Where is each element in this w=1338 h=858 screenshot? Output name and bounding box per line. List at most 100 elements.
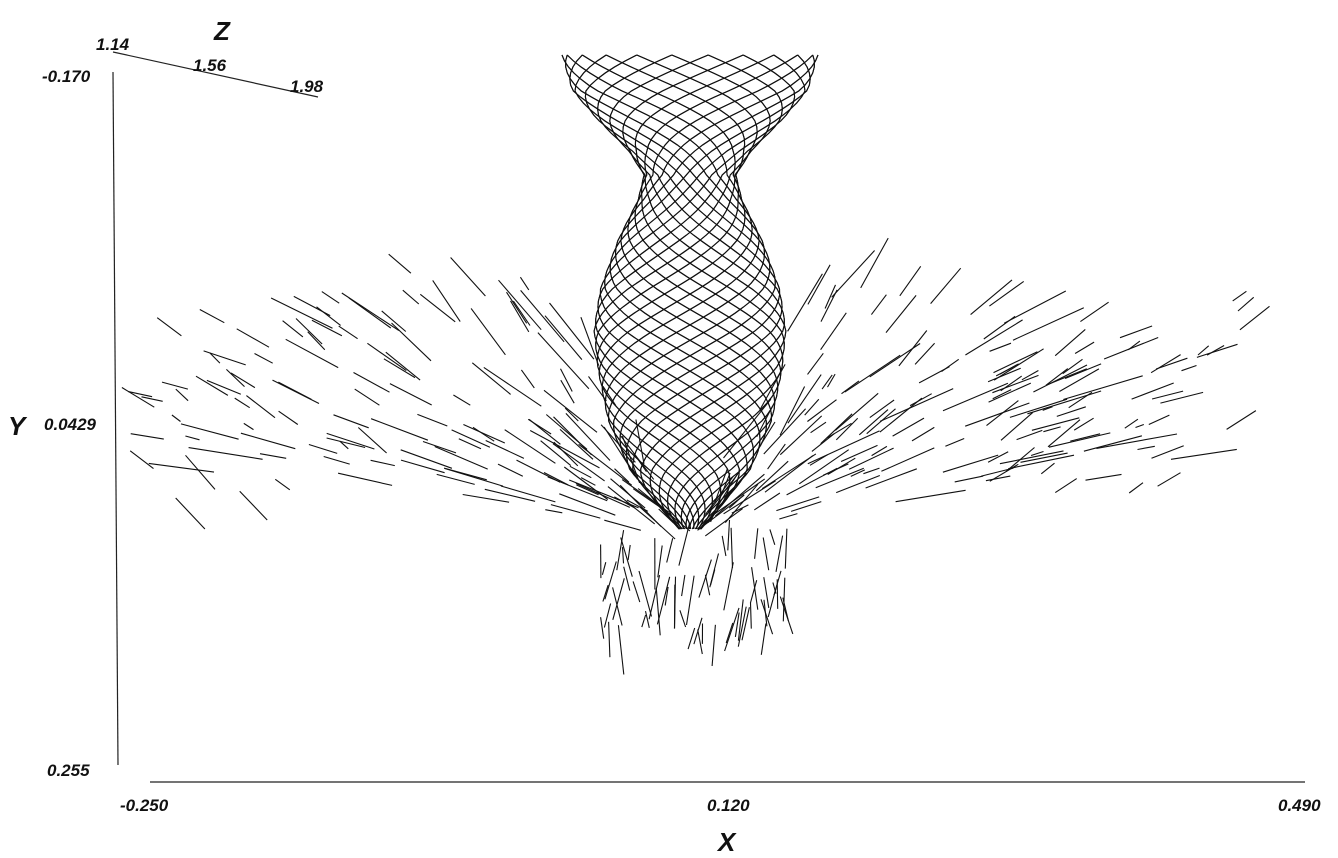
spray-streak (860, 237, 889, 289)
spray-streak (188, 447, 263, 460)
spray-streak (1045, 368, 1069, 386)
spray-streak (1096, 433, 1178, 449)
spray-streak (965, 402, 1030, 427)
spray-streak (848, 447, 894, 470)
spray-streak (779, 513, 798, 520)
spray-streak (321, 291, 340, 304)
spray-streak (983, 315, 1016, 340)
spray-streak (764, 455, 814, 493)
spray-streak (1056, 406, 1086, 417)
spray-streak (545, 414, 588, 450)
spray-streak (724, 483, 759, 523)
spray-streak (472, 426, 495, 442)
spray-streak (462, 493, 510, 503)
spray-streak (697, 629, 703, 655)
spray-streak (827, 457, 856, 475)
x-tick-label: -0.250 (120, 796, 169, 815)
spray-streak (1005, 447, 1035, 472)
spray-streak (779, 386, 806, 436)
wireframe-line (595, 54, 771, 530)
spray-streak (621, 547, 625, 564)
spray-streak (400, 449, 453, 469)
spray-streak (723, 562, 734, 611)
spray-streak (171, 414, 181, 422)
spray-streak (529, 430, 600, 469)
spray-streak (954, 475, 984, 483)
spray-streak (471, 362, 511, 395)
spray-streak (537, 332, 590, 390)
spray-streak (402, 289, 420, 305)
spray-streak (600, 617, 605, 639)
spray-streak (381, 310, 407, 332)
wireframe-line (622, 54, 787, 530)
spray-streak (992, 389, 1012, 400)
wireframe-line (597, 54, 783, 530)
spray-streak (723, 480, 776, 515)
spray-streak (432, 280, 461, 322)
spray-streak (254, 353, 273, 364)
spray-streak (824, 284, 837, 309)
spray-streak (858, 409, 889, 436)
spray-streak (835, 392, 879, 431)
spray-streak (1135, 423, 1144, 429)
spray-streak (749, 602, 752, 629)
spray-streak (185, 454, 216, 490)
spray-streak (1128, 482, 1144, 494)
spray-streak (295, 318, 323, 345)
spray-streak (569, 465, 592, 479)
spray-streak (620, 537, 633, 577)
spray-streak (627, 544, 631, 561)
spray-streak (1232, 290, 1247, 302)
spray-streak (827, 373, 836, 388)
spray-streak (776, 496, 820, 512)
spray-streak (370, 418, 429, 441)
spray-streak (1127, 340, 1141, 351)
spray-streak (602, 385, 617, 406)
spray-streak (737, 599, 744, 641)
spray-streak (850, 469, 866, 477)
spray-streak (226, 369, 245, 387)
spray-streak (353, 372, 390, 393)
spray-streak (775, 535, 784, 572)
wireframe-line (634, 54, 785, 530)
spray-streak (807, 399, 837, 422)
spray-streak (1068, 391, 1093, 409)
spray-streak (603, 426, 638, 480)
spray-streak (776, 579, 779, 609)
spray-streak (549, 302, 595, 360)
spray-streak (1070, 433, 1101, 442)
spray-streak (236, 328, 270, 348)
spray-streak (763, 408, 807, 455)
spray-streak (807, 352, 824, 375)
spray-streak (721, 535, 727, 557)
spray-streak (1080, 301, 1109, 323)
spray-streak (815, 467, 865, 489)
spray-streak (999, 450, 1064, 465)
spray-streak (840, 444, 878, 463)
spray-streak (512, 300, 531, 326)
spray-streak (385, 351, 421, 381)
spray-streak (753, 492, 781, 511)
spray-streak (769, 529, 776, 545)
spray-streak (612, 587, 623, 626)
z-tick-label: 1.14 (96, 35, 130, 54)
spray-streak (243, 422, 254, 431)
spray-streak (737, 606, 747, 647)
spray-streak (308, 443, 338, 454)
spray-streak (602, 585, 609, 602)
spray-streak (519, 276, 530, 291)
spray-streak (869, 343, 921, 378)
spray-streak (820, 312, 847, 351)
wireframe-line (569, 54, 771, 530)
spray-streak (725, 622, 734, 644)
spray-streak (985, 475, 1011, 482)
spray-streak (388, 253, 412, 274)
spray-streak (434, 445, 488, 470)
spray-streak (664, 586, 669, 606)
spray-streak (787, 273, 823, 332)
spray-streak (635, 419, 645, 464)
spray-streak (354, 388, 380, 406)
spray-streak (648, 574, 661, 620)
spray-streak (604, 519, 641, 531)
spray-streak (1157, 472, 1181, 487)
